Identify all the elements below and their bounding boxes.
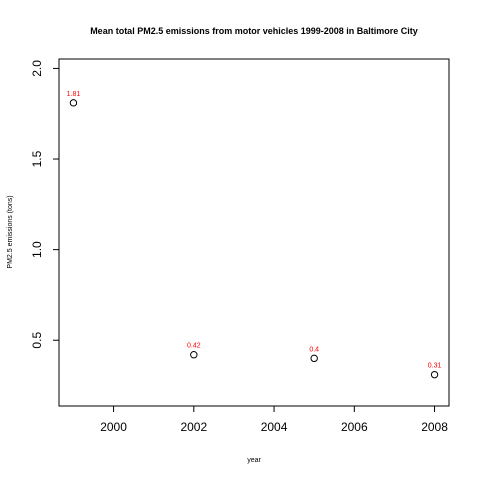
- x-axis-label: year: [247, 457, 261, 464]
- data-label: 0.42: [187, 343, 201, 350]
- data-point: [69, 99, 78, 107]
- y-tick-label: 1.5: [30, 150, 44, 167]
- data-point: [190, 351, 198, 359]
- data-point: [430, 370, 439, 379]
- y-tick-label: 0.5: [30, 332, 44, 349]
- y-tick-label: 2.0: [30, 60, 44, 77]
- y-tick-label: 1.0: [30, 241, 44, 258]
- x-axis: 2000 2002 2004 2006 2008: [100, 406, 448, 434]
- x-tick-label: 2000: [100, 420, 127, 434]
- chart-title: Mean total PM2.5 emissions from motor ve…: [90, 26, 418, 36]
- y-axis: 0.5 1.0 1.5 2.0: [30, 60, 59, 349]
- data-label: 0.31: [428, 363, 442, 370]
- x-tick-label: 2008: [421, 420, 448, 434]
- data-point: [310, 354, 318, 363]
- data-points: [69, 99, 439, 379]
- x-tick-label: 2002: [180, 420, 207, 434]
- data-labels: 1.81 0.42 0.4 0.31: [67, 91, 442, 370]
- x-tick-label: 2004: [261, 420, 288, 434]
- plot-frame: [58, 58, 450, 407]
- data-label: 0.4: [309, 346, 319, 353]
- x-tick-label: 2006: [341, 420, 368, 434]
- y-axis-label: PM2.5 emissions (tons): [7, 195, 14, 268]
- data-label: 1.81: [67, 91, 81, 98]
